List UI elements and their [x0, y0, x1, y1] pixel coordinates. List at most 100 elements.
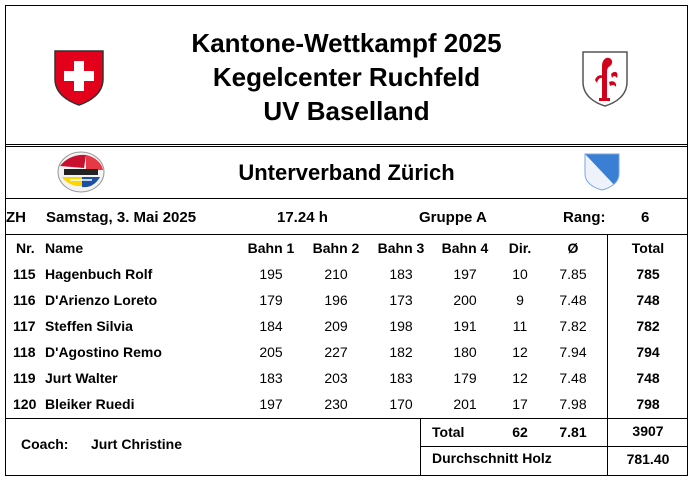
match-time: 17.24 h — [277, 209, 328, 226]
summary-left-rule — [420, 418, 421, 476]
col-header-bahn3: Bahn 3 — [377, 240, 425, 256]
col-header-nr: Nr. — [16, 240, 35, 256]
row-total: 782 — [636, 318, 660, 334]
row-dir: 11 — [512, 318, 528, 334]
club-logo-icon — [56, 150, 106, 199]
row-bahn2: 210 — [324, 266, 348, 282]
col-header-bahn2: Bahn 2 — [312, 240, 360, 256]
row-avg: 7.94 — [559, 344, 587, 360]
row-bahn3: 173 — [389, 292, 413, 308]
match-date: Samstag, 3. Mai 2025 — [46, 209, 197, 226]
row-name: Hagenbuch Rolf — [45, 266, 153, 282]
header-divider-double — [5, 146, 688, 147]
col-header-bahn4: Bahn 4 — [441, 240, 489, 256]
col-header-dir: Dir. — [508, 240, 532, 256]
rank-value: 6 — [641, 209, 650, 226]
row-name: D'Arienzo Loreto — [45, 292, 158, 308]
rank-label: Rang: — [563, 209, 606, 226]
row-nr: 117 — [13, 318, 36, 334]
row-dir: 9 — [516, 292, 524, 308]
row-bahn4: 180 — [453, 344, 477, 360]
total-column-rule — [607, 234, 608, 476]
table-divider — [5, 418, 688, 419]
table-row: 118 D'Agostino Remo 205 227 182 180 12 7… — [0, 344, 693, 370]
table-row: 115 Hagenbuch Rolf 195 210 183 197 10 7.… — [0, 266, 693, 292]
total-label: Total — [432, 424, 465, 440]
zurich-crest-icon — [583, 152, 621, 197]
summary-divider — [420, 446, 688, 447]
row-bahn1: 179 — [259, 292, 283, 308]
row-bahn1: 184 — [259, 318, 283, 334]
table-row: 119 Jurt Walter 183 203 183 179 12 7.48 … — [0, 370, 693, 396]
row-nr: 120 — [13, 396, 37, 412]
col-header-avg: Ø — [567, 240, 579, 256]
row-bahn4: 191 — [453, 318, 477, 334]
row-total: 794 — [636, 344, 660, 360]
row-total: 785 — [636, 266, 660, 282]
row-bahn4: 200 — [453, 292, 477, 308]
row-bahn1: 197 — [259, 396, 283, 412]
row-dir: 12 — [512, 370, 528, 386]
row-avg: 7.48 — [559, 292, 587, 308]
total-avg: 7.81 — [559, 424, 587, 440]
row-name: D'Agostino Remo — [45, 344, 162, 360]
title-line-2: Kegelcenter Ruchfeld — [212, 62, 481, 92]
row-bahn3: 183 — [389, 266, 413, 282]
row-nr: 116 — [13, 292, 36, 308]
row-nr: 115 — [13, 266, 36, 282]
row-bahn1: 183 — [259, 370, 283, 386]
row-bahn4: 179 — [453, 370, 477, 386]
coach-label: Coach: — [21, 436, 69, 452]
swiss-cross-crest-icon — [53, 49, 105, 112]
row-bahn3: 198 — [389, 318, 413, 334]
row-total: 748 — [636, 292, 660, 308]
row-nr: 119 — [13, 370, 36, 386]
row-bahn2: 230 — [324, 396, 348, 412]
row-bahn3: 183 — [389, 370, 413, 386]
title-line-3: UV Baselland — [263, 96, 430, 126]
row-bahn1: 205 — [259, 344, 283, 360]
row-name: Steffen Silvia — [45, 318, 133, 334]
coach-name: Jurt Christine — [91, 436, 183, 452]
team-name: Unterverband Zürich — [238, 160, 455, 185]
info-divider — [5, 234, 688, 235]
row-avg: 7.82 — [559, 318, 587, 334]
row-bahn2: 203 — [324, 370, 348, 386]
group-label: Gruppe A — [419, 209, 487, 226]
row-total: 748 — [636, 370, 660, 386]
total-sum: 3907 — [632, 423, 664, 439]
row-dir: 12 — [512, 344, 528, 360]
row-name: Jurt Walter — [45, 370, 118, 386]
team-code: ZH — [6, 209, 26, 226]
row-avg: 7.48 — [559, 370, 587, 386]
row-bahn1: 195 — [259, 266, 283, 282]
table-row: 116 D'Arienzo Loreto 179 196 173 200 9 7… — [0, 292, 693, 318]
row-bahn3: 170 — [389, 396, 413, 412]
row-bahn2: 196 — [324, 292, 348, 308]
row-bahn3: 182 — [389, 344, 413, 360]
row-avg: 7.85 — [559, 266, 587, 282]
row-bahn4: 197 — [453, 266, 477, 282]
table-row: 117 Steffen Silvia 184 209 198 191 11 7.… — [0, 318, 693, 344]
average-value: 781.40 — [626, 451, 670, 467]
title-line-1: Kantone-Wettkampf 2025 — [191, 28, 502, 58]
row-name: Bleiker Ruedi — [45, 396, 135, 412]
average-label: Durchschnitt Holz — [432, 450, 552, 466]
table-row: 120 Bleiker Ruedi 197 230 170 201 17 7.9… — [0, 396, 693, 418]
row-bahn4: 201 — [453, 396, 477, 412]
row-nr: 118 — [13, 344, 36, 360]
total-dir: 62 — [512, 424, 528, 440]
row-bahn2: 227 — [324, 344, 348, 360]
basel-land-crest-icon — [581, 50, 629, 113]
col-header-name: Name — [45, 240, 84, 256]
team-divider — [5, 198, 688, 199]
row-total: 798 — [636, 396, 660, 412]
page-frame — [5, 5, 688, 476]
row-avg: 7.98 — [559, 396, 587, 412]
header-divider — [5, 144, 688, 145]
col-header-bahn1: Bahn 1 — [247, 240, 295, 256]
row-dir: 10 — [512, 266, 528, 282]
row-bahn2: 209 — [324, 318, 348, 334]
row-dir: 17 — [512, 396, 528, 412]
col-header-total: Total — [631, 240, 665, 256]
